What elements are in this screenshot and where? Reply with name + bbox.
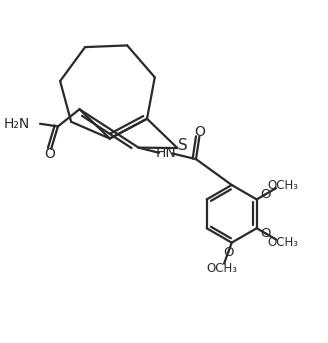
Text: H₂N: H₂N (4, 117, 30, 131)
Text: S: S (178, 138, 188, 153)
Text: O: O (223, 246, 234, 259)
Text: OCH₃: OCH₃ (267, 236, 298, 249)
Text: HN: HN (155, 146, 176, 160)
Text: O: O (44, 147, 55, 161)
Text: O: O (194, 125, 205, 139)
Text: O: O (260, 188, 271, 201)
Text: OCH₃: OCH₃ (267, 179, 298, 192)
Text: O: O (260, 227, 271, 240)
Text: OCH₃: OCH₃ (206, 262, 237, 275)
